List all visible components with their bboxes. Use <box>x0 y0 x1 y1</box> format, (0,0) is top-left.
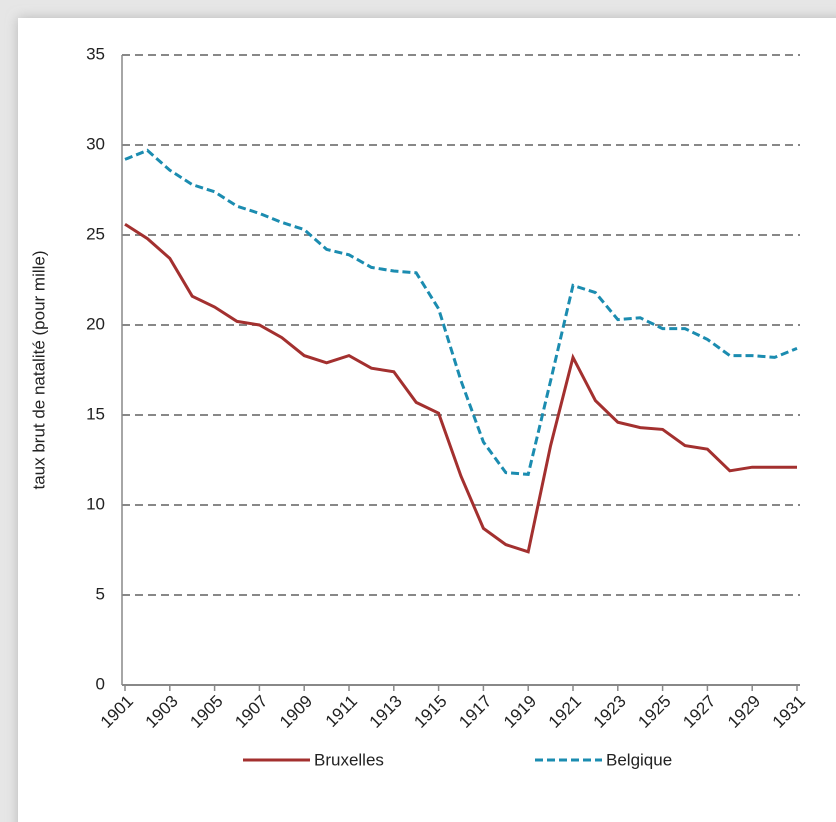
series-line <box>124 148 798 476</box>
y-tick-label: 35 <box>86 44 105 63</box>
y-tick-label: 5 <box>96 584 105 603</box>
y-axis-label: taux brut de natalité (pour mille) <box>29 250 48 489</box>
panel <box>18 18 836 822</box>
y-tick-label: 10 <box>86 494 105 513</box>
y-tick-label: 30 <box>86 134 105 153</box>
y-tick-label: 25 <box>86 224 105 243</box>
y-tick-label: 0 <box>96 674 105 693</box>
y-tick-label: 15 <box>86 404 105 423</box>
y-tick-label: 20 <box>86 314 105 333</box>
legend-label: Bruxelles <box>314 750 384 769</box>
series-line <box>124 222 797 554</box>
legend-label: Belgique <box>606 750 672 769</box>
